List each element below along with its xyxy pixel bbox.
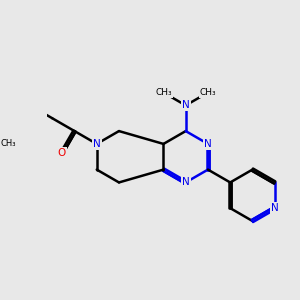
Text: N: N [271, 203, 278, 213]
Text: CH₃: CH₃ [155, 88, 172, 97]
Text: N: N [204, 139, 212, 149]
Text: O: O [58, 148, 66, 158]
Text: N: N [182, 100, 190, 110]
Text: CH₃: CH₃ [200, 88, 216, 97]
Text: N: N [93, 139, 100, 149]
Text: CH₃: CH₃ [0, 140, 16, 148]
Text: N: N [182, 177, 190, 188]
